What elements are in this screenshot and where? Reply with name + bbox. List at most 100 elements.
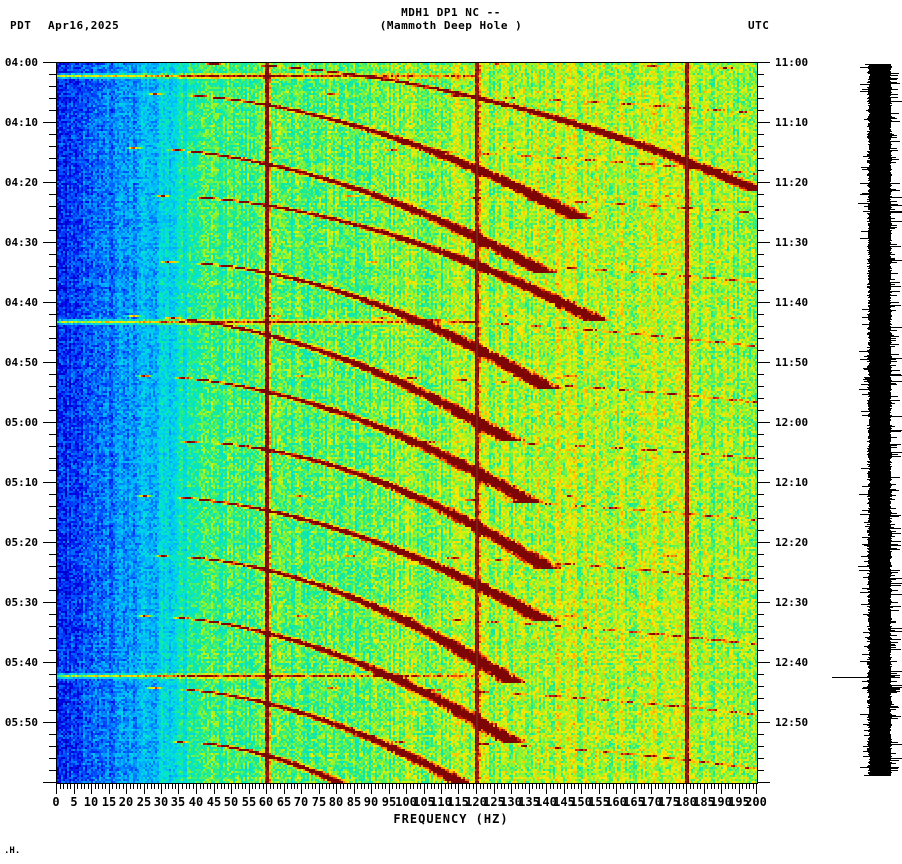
freq-tick-minor: [553, 783, 554, 789]
freq-label: 190: [710, 795, 732, 809]
timezone-left-label: PDT: [10, 19, 32, 32]
freq-tick-major: [581, 783, 582, 794]
time-tick-minor-left: [49, 218, 56, 219]
freq-tick-major: [161, 783, 162, 794]
freq-tick-minor: [378, 783, 379, 789]
freq-label: 30: [153, 795, 169, 809]
freq-tick-major: [686, 783, 687, 794]
freq-tick-minor: [207, 783, 208, 789]
freq-tick-minor: [504, 783, 505, 789]
station-title-line1: MDH1 DP1 NC --: [401, 6, 501, 19]
freq-tick-minor: [392, 783, 393, 789]
freq-label: 140: [535, 795, 557, 809]
time-tick-minor-right: [757, 770, 764, 771]
time-tick-minor-right: [757, 86, 764, 87]
freq-tick-minor: [158, 783, 159, 789]
time-tick-major-left: [43, 362, 56, 363]
freq-tick-minor: [434, 783, 435, 789]
freq-tick-minor: [305, 783, 306, 789]
freq-tick-minor: [567, 783, 568, 789]
time-tick-minor-right: [757, 434, 764, 435]
time-label-utc: 12:00: [775, 416, 809, 429]
time-tick-major-left: [43, 782, 56, 783]
freq-tick-minor: [217, 783, 218, 789]
time-tick-minor-left: [49, 710, 56, 711]
freq-tick-minor: [595, 783, 596, 789]
freq-label: 115: [447, 795, 469, 809]
freq-label: 70: [293, 795, 309, 809]
time-tick-minor-right: [757, 134, 764, 135]
time-tick-minor-right: [757, 494, 764, 495]
time-tick-minor-left: [49, 350, 56, 351]
freq-tick-minor: [613, 783, 614, 789]
freq-tick-minor: [340, 783, 341, 789]
freq-label: 95: [381, 795, 397, 809]
freq-tick-minor: [487, 783, 488, 789]
time-tick-minor-right: [757, 614, 764, 615]
time-tick-minor-right: [757, 194, 764, 195]
freq-tick-major: [91, 783, 92, 794]
time-tick-minor-left: [49, 98, 56, 99]
time-tick-minor-right: [757, 758, 764, 759]
freq-label: 65: [276, 795, 292, 809]
freq-tick-minor: [445, 783, 446, 789]
freq-tick-minor: [602, 783, 603, 789]
time-tick-minor-left: [49, 578, 56, 579]
time-tick-major-right: [757, 722, 770, 723]
freq-tick-major: [196, 783, 197, 794]
freq-tick-minor: [175, 783, 176, 789]
freq-tick-minor: [693, 783, 694, 789]
time-tick-minor-right: [757, 374, 764, 375]
freq-tick-minor: [347, 783, 348, 789]
freq-tick-minor: [648, 783, 649, 789]
time-tick-minor-left: [49, 254, 56, 255]
date-label: Apr16,2025: [48, 19, 120, 32]
time-label-utc: 12:40: [775, 656, 809, 669]
freq-tick-minor: [189, 783, 190, 789]
time-tick-minor-left: [49, 86, 56, 87]
freq-tick-major: [441, 783, 442, 794]
freq-tick-minor: [542, 783, 543, 789]
freq-tick-minor: [364, 783, 365, 789]
freq-tick-minor: [420, 783, 421, 789]
time-tick-major-left: [43, 722, 56, 723]
time-label-utc: 11:20: [775, 176, 809, 189]
time-label-local: 05:20: [4, 536, 38, 549]
freq-label: 105: [413, 795, 435, 809]
freq-tick-minor: [119, 783, 120, 789]
time-tick-major-left: [43, 242, 56, 243]
time-label-utc: 12:30: [775, 596, 809, 609]
freq-tick-minor: [641, 783, 642, 789]
freq-tick-minor: [515, 783, 516, 789]
freq-tick-minor: [116, 783, 117, 789]
freq-tick-minor: [252, 783, 253, 789]
freq-tick-minor: [749, 783, 750, 789]
time-tick-minor-left: [49, 74, 56, 75]
time-tick-major-right: [757, 302, 770, 303]
freq-tick-minor: [735, 783, 736, 789]
freq-tick-minor: [637, 783, 638, 789]
freq-label: 175: [658, 795, 680, 809]
time-label-local: 05:10: [4, 476, 38, 489]
freq-tick-major: [739, 783, 740, 794]
time-tick-minor-left: [49, 686, 56, 687]
freq-tick-minor: [130, 783, 131, 789]
freq-tick-major: [458, 783, 459, 794]
freq-label: 100: [395, 795, 417, 809]
freq-tick-minor: [455, 783, 456, 789]
freq-label: 15: [101, 795, 117, 809]
time-tick-minor-left: [49, 134, 56, 135]
freq-tick-minor: [102, 783, 103, 789]
freq-tick-major: [126, 783, 127, 794]
freq-tick-minor: [154, 783, 155, 789]
time-tick-major-right: [757, 182, 770, 183]
freq-tick-minor: [123, 783, 124, 789]
freq-tick-minor: [343, 783, 344, 789]
spectrogram-plot[interactable]: [56, 62, 758, 784]
time-tick-minor-right: [757, 566, 764, 567]
time-tick-minor-right: [757, 506, 764, 507]
freq-label: 90: [363, 795, 379, 809]
freq-tick-minor: [742, 783, 743, 789]
freq-tick-major: [284, 783, 285, 794]
freq-tick-minor: [228, 783, 229, 789]
